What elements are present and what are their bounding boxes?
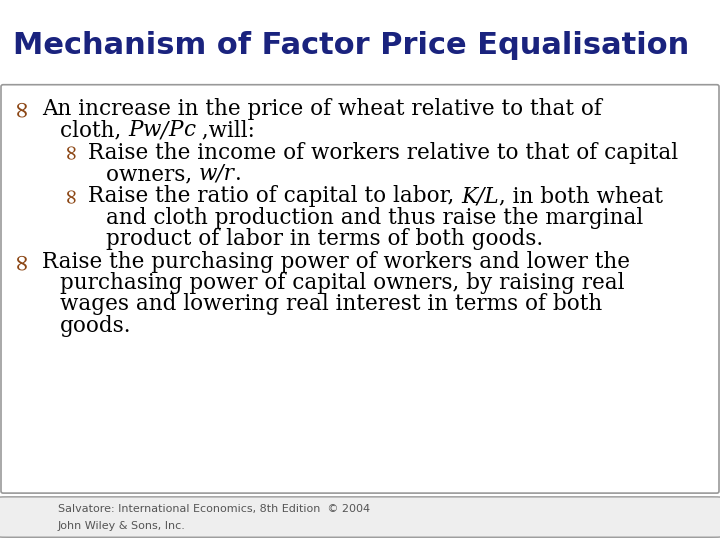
Text: cloth,: cloth, [60,119,128,141]
Text: John Wiley & Sons, Inc.: John Wiley & Sons, Inc. [58,521,186,531]
Text: Mechanism of Factor Price Equalisation: Mechanism of Factor Price Equalisation [13,31,689,60]
Text: Raise the ratio of capital to labor,: Raise the ratio of capital to labor, [88,185,461,207]
Text: w/r: w/r [199,163,235,185]
Text: /: / [161,119,168,141]
Text: Raise the purchasing power of workers and lower the: Raise the purchasing power of workers an… [42,251,630,273]
Text: and cloth production and thus raise the marginal: and cloth production and thus raise the … [106,207,643,229]
Text: product of labor in terms of both goods.: product of labor in terms of both goods. [106,228,543,250]
Text: w: w [143,119,161,141]
Text: c: c [183,119,194,141]
Text: P: P [168,119,183,141]
Text: Raise the income of workers relative to that of capital: Raise the income of workers relative to … [88,141,678,164]
Text: P: P [128,119,143,141]
Text: K/L: K/L [461,185,499,207]
Text: .: . [235,163,242,185]
Text: ∞: ∞ [10,251,33,270]
Text: ∞: ∞ [10,98,33,117]
Text: ∞: ∞ [60,185,82,203]
FancyBboxPatch shape [1,85,719,493]
Text: An increase in the price of wheat relative to that of: An increase in the price of wheat relati… [42,98,602,120]
Text: purchasing power of capital owners, by raising real: purchasing power of capital owners, by r… [60,272,624,294]
Text: wages and lowering real interest in terms of both: wages and lowering real interest in term… [60,293,602,315]
Text: ∞: ∞ [60,141,82,159]
FancyBboxPatch shape [0,497,720,537]
Text: Salvatore: International Economics, 8th Edition  © 2004: Salvatore: International Economics, 8th … [58,504,370,514]
Text: owners,: owners, [106,163,199,185]
Text: ,will:: ,will: [194,119,255,141]
Text: , in both wheat: , in both wheat [499,185,662,207]
Text: goods.: goods. [60,315,132,337]
